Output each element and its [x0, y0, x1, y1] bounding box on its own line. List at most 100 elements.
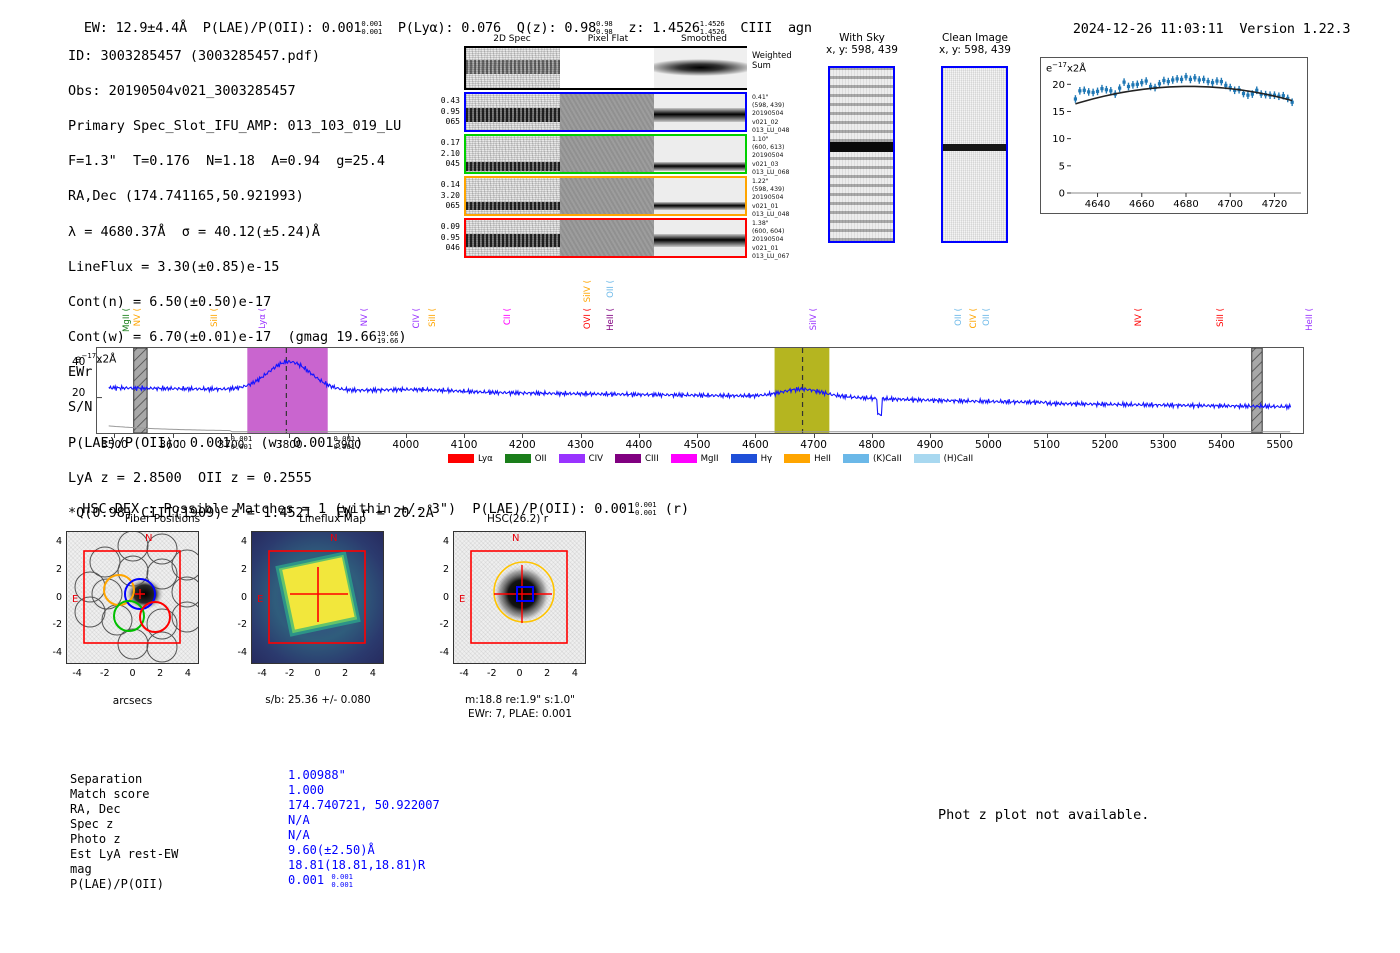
spectrum-flux-unit: e−17x2Å	[75, 352, 117, 366]
spectrum-xtick	[813, 434, 815, 438]
emission-line-label: NV (	[1133, 308, 1144, 327]
legend-swatch	[558, 454, 585, 463]
legend-item: (H)CaII	[913, 448, 986, 467]
match-table-label: RA, Dec	[70, 802, 121, 816]
panel-xtick-label: -4	[257, 668, 267, 679]
fiber-positions-image	[66, 531, 199, 664]
info-plae-pre: P(LAE)/P(OII): 0.001	[68, 434, 231, 451]
panel-xtick-label: -4	[459, 668, 469, 679]
match-table-label: P(LAE)/P(OII)	[70, 877, 164, 891]
info-plae: P(LAE)/P(OII): 0.0010.001 0.001 (w: 0.001…	[68, 435, 434, 453]
header-z-lo: 1.4526	[699, 27, 725, 36]
spec2d-row	[464, 218, 747, 258]
panel-xtick-label: -4	[72, 668, 82, 679]
header-plae-lo: 0.001	[361, 27, 382, 36]
spectrum-xtick	[405, 434, 407, 438]
emission-line-label: OII (	[605, 280, 616, 298]
cutout-clean-image: Clean Image x, y: 598, 439	[925, 32, 1025, 56]
compass-e-fiber: E	[72, 594, 79, 605]
legend-item: HeII	[784, 448, 843, 467]
spectrum-xtick	[464, 434, 466, 438]
panel-ytick-label: 2	[240, 563, 247, 575]
spec2d-row-left-label: 0.17 2.10 045	[440, 138, 460, 168]
panel-ytick-label: -4	[52, 646, 62, 658]
legend-swatch	[913, 454, 940, 463]
match-table-value: N/A	[288, 813, 310, 827]
emission-line-label: SiIV (	[808, 308, 819, 331]
emission-line-label: SiII (	[428, 308, 439, 327]
spectrum-xtick	[172, 434, 174, 438]
panel-ytick-label: -2	[439, 619, 449, 631]
panel-xtick-label: 0	[516, 668, 523, 679]
cutout-coords-with-sky: x, y: 598, 439	[826, 44, 898, 56]
spec2d-row	[464, 92, 747, 132]
spectrum-xtick	[638, 434, 640, 438]
timestamp: 2024-12-26 11:03:11	[1072, 21, 1224, 37]
emission-line-label: SiII (	[209, 308, 220, 327]
match-table-value: 174.740721, 50.922007	[288, 798, 440, 812]
spectrum-xtick-label: 5500	[1266, 439, 1294, 451]
emission-line-label: OII (	[982, 308, 993, 326]
panel-xtick-label: -2	[285, 668, 295, 679]
panel-xtick-label: 4	[184, 668, 191, 679]
info-plae-w-hi: 0.001	[333, 434, 356, 444]
panel-title-lineflux-map: Lineflux Map	[299, 513, 366, 525]
legend-label: CIV	[588, 453, 604, 464]
match-value-hi: 0.001	[331, 872, 353, 881]
spectrum-xtick	[1104, 434, 1106, 438]
spectrum-xtick	[522, 434, 524, 438]
info-plae-end: )	[355, 434, 364, 451]
emission-line-label: NV (	[360, 308, 370, 327]
panel-xtick-label: 4	[369, 668, 376, 679]
hsc-caption2: EWr: 7, PLAE: 0.001	[467, 708, 573, 720]
spectrum-xtick-label: 4400	[625, 439, 653, 451]
legend-item: MgII	[670, 448, 731, 467]
panel-ytick-label: -2	[52, 619, 62, 631]
spectrum-ytick-40: 40	[72, 356, 86, 368]
spectrum-legend: Lyα OII CIV CIII MgII Hγ HeII (K)CaII (H)CaII	[448, 448, 985, 467]
panel-xtick-label: 2	[157, 668, 164, 679]
panel-ytick-label: -4	[237, 646, 247, 658]
info-cont-w-post: )	[398, 329, 407, 346]
panel-title-hsc: HSC(26.2) r	[486, 513, 549, 525]
emission-line-label: HeII (	[1304, 308, 1315, 331]
legend-swatch	[615, 454, 642, 463]
spectrum-ytick-20: 20	[72, 387, 86, 399]
cutout-title-with-sky: With Sky	[839, 32, 885, 44]
profile-flux-unit: e−17x2Å	[1046, 61, 1087, 75]
legend-label: HeII	[814, 453, 831, 464]
svg-text:15: 15	[1052, 107, 1065, 118]
spec2d-row	[464, 134, 747, 174]
legend-swatch	[784, 454, 811, 463]
compass-n-fiber: N	[145, 533, 153, 544]
match-table-value: 1.00988"	[288, 768, 346, 782]
spectrum-xtick-label: 5400	[1208, 439, 1235, 451]
emission-line-label: Lyα (	[258, 308, 269, 329]
compass-e-hsc: E	[459, 594, 466, 605]
spectrum-xtick-label: 4300	[567, 439, 594, 451]
spectrum-xtick-label: 3700	[217, 439, 245, 451]
header-summary: EW: 12.9±4.4Å P(LAE)/P(OII): 0.0010.001 0…	[68, 4, 812, 36]
panel-ytick-label: -2	[237, 619, 247, 631]
lineflux-map-image	[251, 531, 384, 664]
compass-n-lineflux: N	[330, 533, 338, 544]
panel-xtick-label: 0	[314, 668, 321, 679]
emission-line-label: NV (	[133, 308, 144, 327]
spec2d-row-right-label: 1.22" (598, 439) 20190504 v021_01 013_LU…	[752, 178, 790, 218]
panel-xtick-label: 2	[342, 668, 349, 679]
header-z-hi: 1.4526	[699, 19, 725, 29]
panel-xtick-label: 0	[129, 668, 136, 679]
svg-text:4680: 4680	[1173, 199, 1198, 210]
weighted-sum-row	[464, 46, 747, 90]
spectrum-xtick-label: 4800	[858, 439, 886, 451]
info-primary-spec: Primary Spec_Slot_IFU_AMP: 013_103_019_L…	[68, 117, 402, 134]
legend-item: (K)CaII	[842, 448, 914, 467]
legend-item: OII	[504, 448, 559, 467]
hscdex-heading-hi: 0.001	[634, 500, 657, 510]
spec2d-row-right-label: 1.38" (600, 604) 20190504 v021_01 013_LU…	[752, 220, 790, 260]
spectrum-xtick	[755, 434, 757, 438]
header-line-id: CIII	[740, 20, 773, 36]
legend-swatch	[842, 454, 869, 463]
emission-line-label: OVI (	[582, 308, 593, 330]
legend-label: Hγ	[760, 453, 773, 464]
